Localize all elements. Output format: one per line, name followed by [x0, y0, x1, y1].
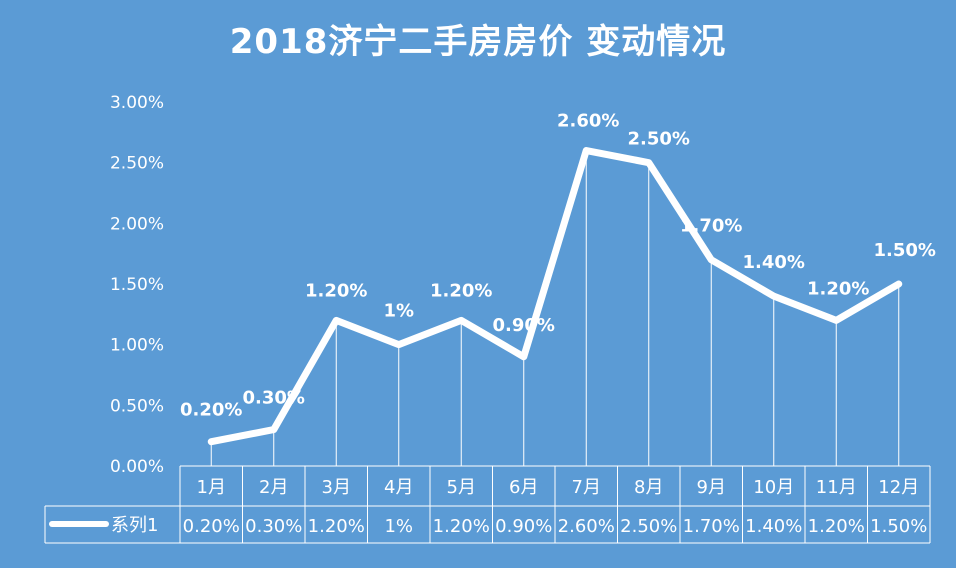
y-tick-label: 3.00% [110, 93, 164, 113]
data-label: 1.50% [874, 240, 936, 261]
category-label: 3月 [322, 477, 351, 498]
table-value: 1.20% [808, 516, 865, 537]
data-point [583, 147, 590, 154]
data-point [895, 281, 902, 287]
data-label: 1.20% [305, 280, 367, 301]
category-label: 8月 [634, 477, 663, 498]
data-point [458, 317, 465, 324]
category-label: 1月 [197, 477, 226, 498]
category-label: 7月 [572, 477, 601, 498]
table-value: 1.40% [745, 516, 802, 537]
data-label: 2.60% [557, 111, 619, 132]
data-point [270, 426, 277, 433]
table-value: 1.50% [870, 516, 927, 537]
data-label: 0.90% [493, 315, 555, 336]
category-label: 2月 [259, 477, 288, 498]
data-point [395, 341, 402, 348]
data-point [333, 317, 340, 324]
y-tick-label: 0.50% [110, 396, 164, 416]
legend-label: 系列1 [111, 515, 158, 536]
data-label: 1.20% [807, 278, 869, 299]
table-value: 2.60% [558, 516, 615, 537]
table-value: 1% [384, 516, 413, 537]
category-label: 6月 [509, 477, 538, 498]
data-label: 0.30% [243, 388, 305, 409]
table-value: 1.20% [308, 516, 365, 537]
y-tick-label: 1.50% [110, 275, 164, 295]
data-label: 2.50% [628, 129, 690, 150]
data-label: 0.20% [180, 400, 242, 421]
category-label: 11月 [816, 477, 857, 498]
category-label: 12月 [878, 477, 919, 498]
category-label: 9月 [697, 477, 726, 498]
data-label: 1% [383, 301, 414, 322]
y-tick-label: 2.00% [110, 214, 164, 234]
data-label: 1.70% [680, 216, 742, 237]
data-point [645, 159, 652, 166]
series-line [207, 147, 903, 446]
table-value: 0.20% [183, 516, 240, 537]
y-tick-label: 0.00% [110, 457, 164, 477]
table-value: 0.30% [245, 516, 302, 537]
table-value: 1.20% [433, 516, 490, 537]
table-value: 2.50% [620, 516, 677, 537]
data-point [708, 256, 715, 263]
table-value: 1.70% [683, 516, 740, 537]
data-point [770, 293, 777, 300]
category-label: 10月 [753, 477, 794, 498]
chart-title: 2018济宁二手房房价 变动情况 [229, 22, 727, 62]
data-label: 1.40% [743, 252, 805, 273]
data-label: 1.20% [430, 280, 492, 301]
y-tick-label: 1.00% [110, 336, 164, 356]
data-point [208, 438, 215, 445]
table-value: 0.90% [495, 516, 552, 537]
y-tick-label: 2.50% [110, 154, 164, 174]
data-point [833, 317, 840, 324]
category-label: 5月 [447, 477, 476, 498]
data-point [520, 353, 527, 360]
category-label: 4月 [384, 477, 413, 498]
